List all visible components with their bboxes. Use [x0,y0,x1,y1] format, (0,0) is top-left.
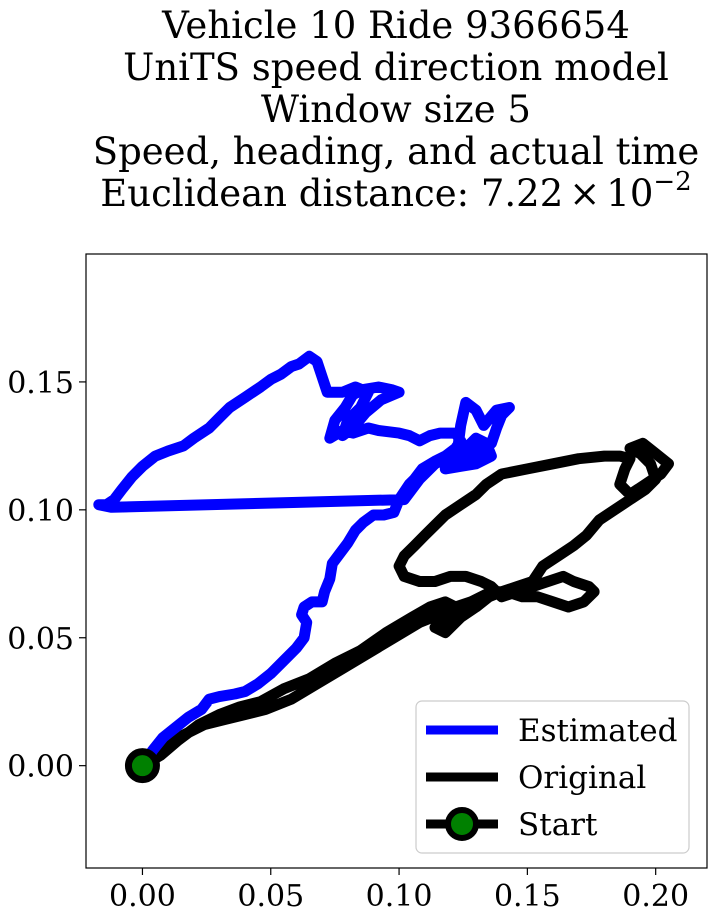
legend-box [415,700,690,854]
start-marker [124,748,160,784]
title-line-2: UniTS speed direction model [123,46,669,89]
title-distance-mantissa: 7.22 [481,172,563,215]
title-distance-base: 10 [606,172,653,215]
title-distance-times: × [569,172,600,215]
x-tick-label: 0.10 [366,879,433,914]
series-line-original [137,437,674,772]
axes-frame [85,253,708,869]
title-line-4: Speed, heading, and actual time [93,130,700,173]
x-tick-label: 0.05 [237,879,304,914]
title-line-3: Window size 5 [261,88,531,131]
y-tick-label: 0.05 [7,622,74,657]
title-line-1: Vehicle 10 Ride 9366654 [161,4,630,47]
legend-label-start: Start [518,807,598,843]
x-tick-label: 0.20 [622,879,689,914]
y-tick-label: 0.10 [7,494,74,529]
y-tick-label: 0.00 [7,750,74,785]
x-tick-label: 0.00 [109,879,176,914]
title-distance-prefix: Euclidean distance: [100,172,481,215]
legend-marker-start [445,807,479,841]
legend-label-original: Original [518,760,646,796]
x-axis: 0.00 0.05 0.10 0.15 0.20 [109,868,689,914]
y-tick-label: 0.15 [7,366,74,401]
chart-title: Vehicle 10 Ride 9366654 UniTS speed dire… [93,4,700,215]
x-tick-label: 0.15 [494,879,561,914]
legend-label-estimated: Estimated [518,713,677,749]
legend: Estimated Original Start [415,700,690,854]
series-line-estimated [93,350,515,772]
title-line-5: Euclidean distance: 7.22 × 10−2 [100,167,691,215]
y-axis: 0.00 0.05 0.10 0.15 [7,366,86,785]
title-distance-exponent: −2 [653,167,691,197]
plot-area [93,350,674,784]
